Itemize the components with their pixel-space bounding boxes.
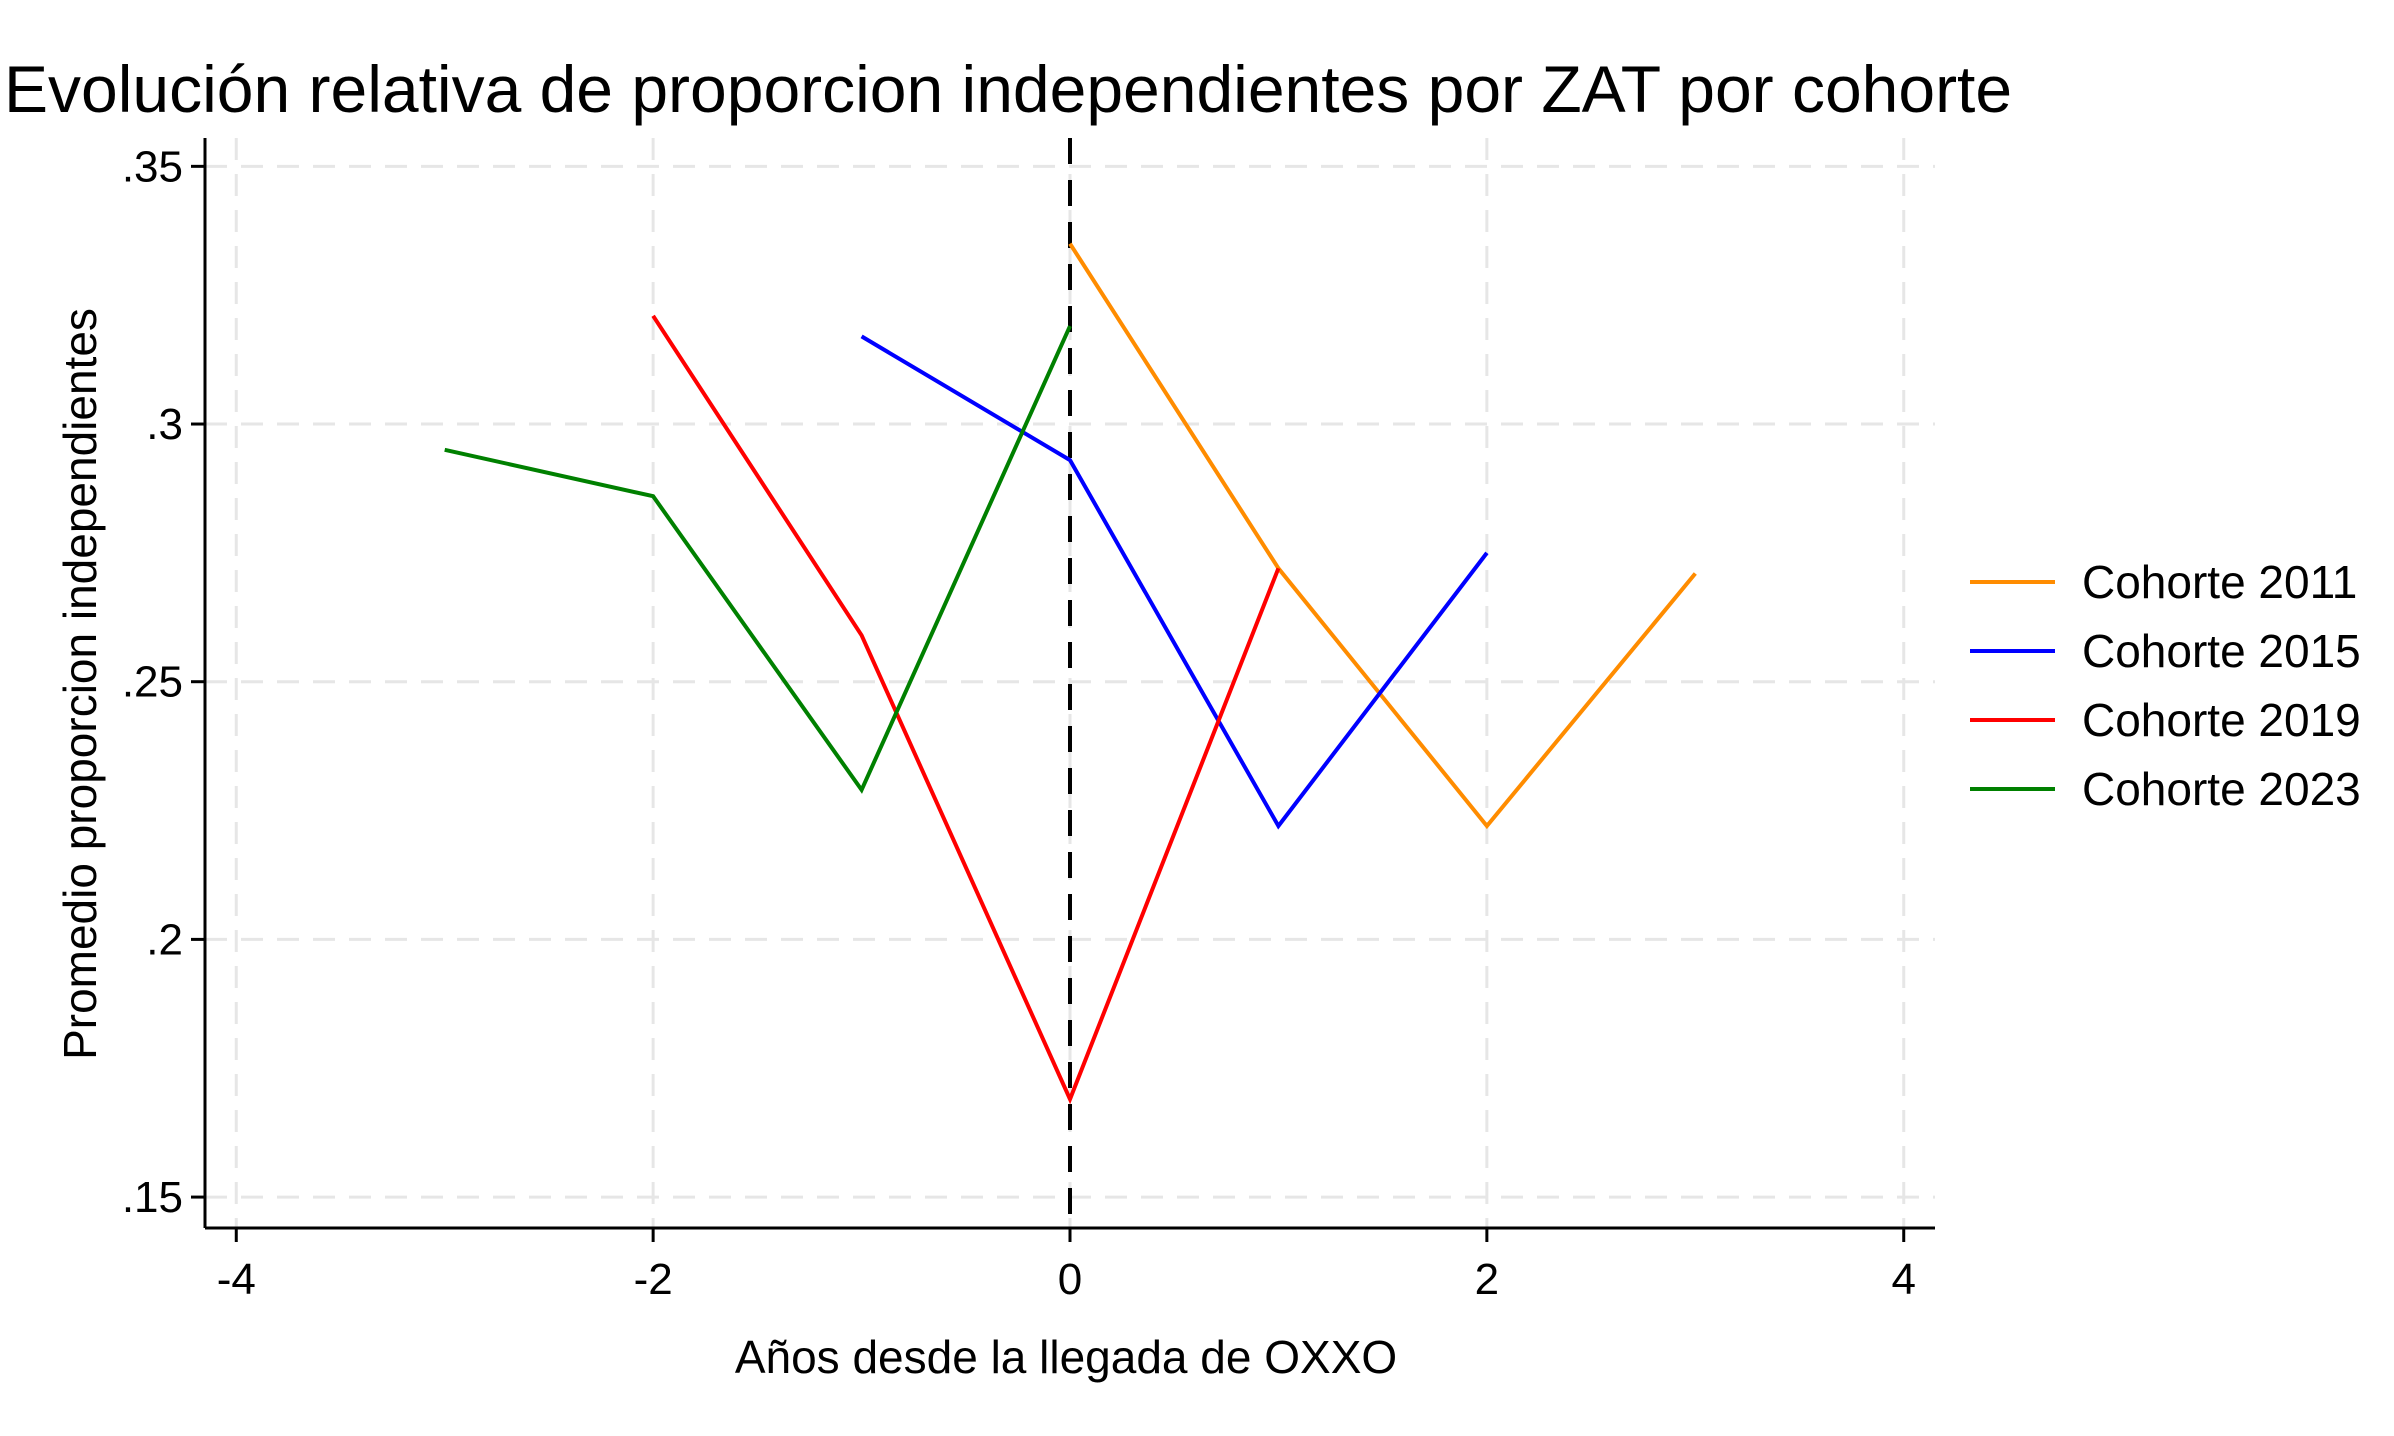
legend-label-1: Cohorte 2015 — [2082, 625, 2361, 677]
legend-label-0: Cohorte 2011 — [2082, 556, 2357, 608]
x-tick-label-1: -2 — [634, 1255, 673, 1304]
series-line-1 — [860, 334, 1489, 830]
y-tick-label-1: .2 — [146, 915, 183, 964]
x-axis-label: Años desde la llegada de OXXO — [735, 1331, 1397, 1383]
legend-label-2: Cohorte 2019 — [2082, 694, 2361, 746]
series-line-2 — [651, 314, 1281, 1105]
x-tick-label-0: -4 — [217, 1255, 256, 1304]
y-tick-label-0: .15 — [122, 1173, 183, 1222]
legend-label-3: Cohorte 2023 — [2082, 763, 2361, 815]
series-group — [444, 242, 1697, 1105]
legend: Cohorte 2011 Cohorte 2015 Cohorte 2019 Coho… — [1970, 556, 2361, 815]
series-line-3 — [444, 325, 1072, 794]
x-tick-label-2: 0 — [1058, 1255, 1082, 1304]
x-tick-label-3: 2 — [1475, 1255, 1499, 1304]
chart-title: Evolución relativa de proporcion indepen… — [4, 52, 2012, 126]
tick-labels: .15 .2 .25 .3 .35 -4 -2 0 2 4 — [122, 142, 1916, 1304]
series-line-0 — [1068, 242, 1697, 830]
y-axis-label: Promedio proporcion independientes — [54, 308, 106, 1060]
axes — [191, 138, 1935, 1242]
y-tick-label-4: .35 — [122, 142, 183, 191]
y-tick-label-3: .3 — [146, 400, 183, 449]
y-tick-label-2: .25 — [122, 658, 183, 707]
grid — [205, 138, 1935, 1228]
x-tick-label-4: 4 — [1891, 1255, 1915, 1304]
